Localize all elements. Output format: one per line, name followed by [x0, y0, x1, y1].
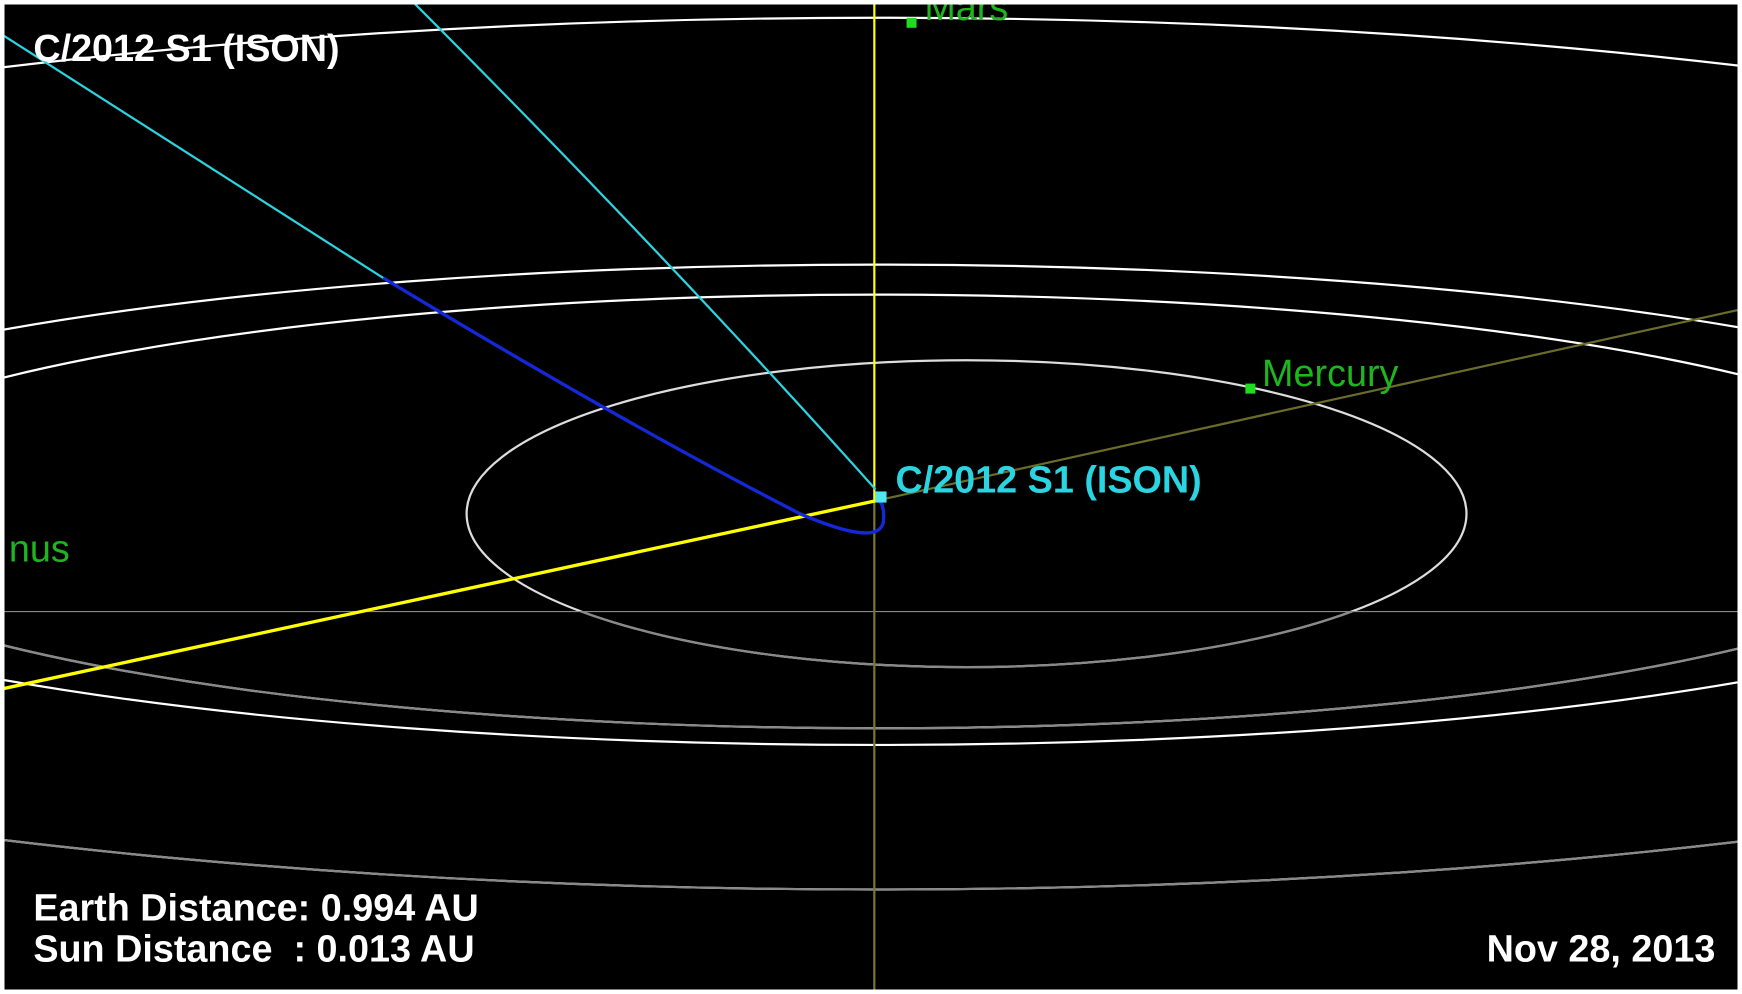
sun-distance: Sun Distance : 0.013 AU	[33, 929, 474, 971]
earth-distance: Earth Distance: 0.994 AU	[33, 888, 478, 930]
comet-path-inbound	[4, 34, 384, 279]
mercury-marker	[1245, 383, 1256, 394]
title: C/2012 S1 (ISON)	[33, 28, 339, 70]
comet-path-outbound	[413, 4, 877, 490]
comet-label: C/2012 S1 (ISON)	[895, 460, 1201, 502]
sun-line	[4, 498, 879, 691]
earth-orbit	[4, 263, 1738, 746]
comet-path-below	[382, 276, 886, 535]
orbits	[4, 16, 1738, 891]
space	[4, 4, 1738, 990]
date: Nov 28, 2013	[1487, 929, 1716, 971]
mars-label: Mars	[924, 0, 1008, 29]
mars-marker	[906, 17, 917, 28]
mercury-label: Mercury	[1262, 353, 1398, 395]
venus-label: nus	[9, 528, 70, 570]
sun-line-far	[877, 308, 1738, 502]
comet-marker	[875, 491, 887, 503]
